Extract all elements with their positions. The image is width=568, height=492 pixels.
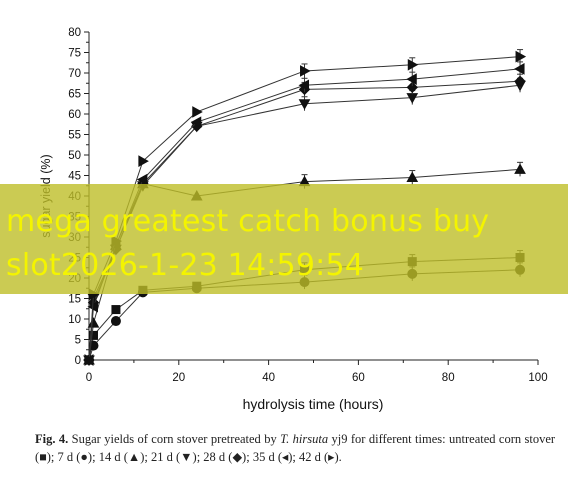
data-point-square xyxy=(111,305,121,315)
y-tick-label: 45 xyxy=(68,171,81,183)
y-tick-label: 80 xyxy=(68,27,81,39)
data-point-triangle-up xyxy=(406,171,419,183)
data-point-triangle-right xyxy=(138,155,149,167)
data-point-triangle-right xyxy=(300,65,311,77)
data-point-triangle-left xyxy=(190,116,202,129)
y-tick-label: 60 xyxy=(68,109,81,121)
data-point-circle xyxy=(110,316,121,327)
x-tick-label: 100 xyxy=(528,372,547,384)
series-line-triangle-left xyxy=(88,68,521,361)
data-point-triangle-right xyxy=(407,58,419,71)
data-point-triangle-right xyxy=(84,354,96,366)
figure-label: Fig. 4. xyxy=(35,432,69,446)
data-point-triangle-down xyxy=(298,99,311,110)
y-tick-label: 10 xyxy=(68,314,81,326)
x-axis-title: hydrolysis time (hours) xyxy=(243,396,384,412)
data-point-diamond xyxy=(514,75,526,87)
y-tick-label: 75 xyxy=(68,48,81,60)
y-tick-label: 70 xyxy=(68,68,81,80)
watermark-line-1: mega greatest catch bonus buy xyxy=(6,204,490,239)
data-point-diamond xyxy=(406,81,418,94)
x-tick-label: 60 xyxy=(352,372,365,384)
figure-caption: Fig. 4. Sugar yields of corn stover pret… xyxy=(35,430,555,466)
data-point-triangle-left xyxy=(514,63,525,75)
series-triangle-left xyxy=(82,61,525,366)
watermark-line-2: slot2026-1-23 14:59:54 xyxy=(6,248,365,283)
data-point-triangle-left xyxy=(136,173,148,186)
x-tick-label: 20 xyxy=(172,372,185,384)
y-tick-label: 65 xyxy=(68,89,81,101)
data-point-triangle-left xyxy=(406,73,417,85)
data-point-triangle-right xyxy=(192,106,203,118)
y-tick-label: 0 xyxy=(75,355,81,367)
y-tick-label: 50 xyxy=(68,150,81,162)
data-point-triangle-left xyxy=(298,79,310,92)
data-point-triangle-up xyxy=(514,163,526,174)
y-tick-label: 15 xyxy=(68,294,81,306)
y-tick-label: 55 xyxy=(68,130,81,142)
data-point-triangle-up xyxy=(87,317,100,328)
x-tick-label: 40 xyxy=(262,372,275,384)
x-tick-label: 80 xyxy=(442,372,455,384)
watermark-overlay: mega greatest catch bonus buy slot2026-1… xyxy=(0,184,568,294)
caption-text-2: yj9 for different times: untreated corn … xyxy=(35,432,556,464)
y-tick-label: 5 xyxy=(75,335,81,347)
data-point-triangle-right xyxy=(515,50,527,63)
x-tick-label: 0 xyxy=(86,372,92,384)
caption-text-1: Sugar yields of corn stover pretreated b… xyxy=(71,432,277,446)
caption-species: T. hirsuta xyxy=(280,432,329,446)
data-point-square xyxy=(88,330,98,340)
